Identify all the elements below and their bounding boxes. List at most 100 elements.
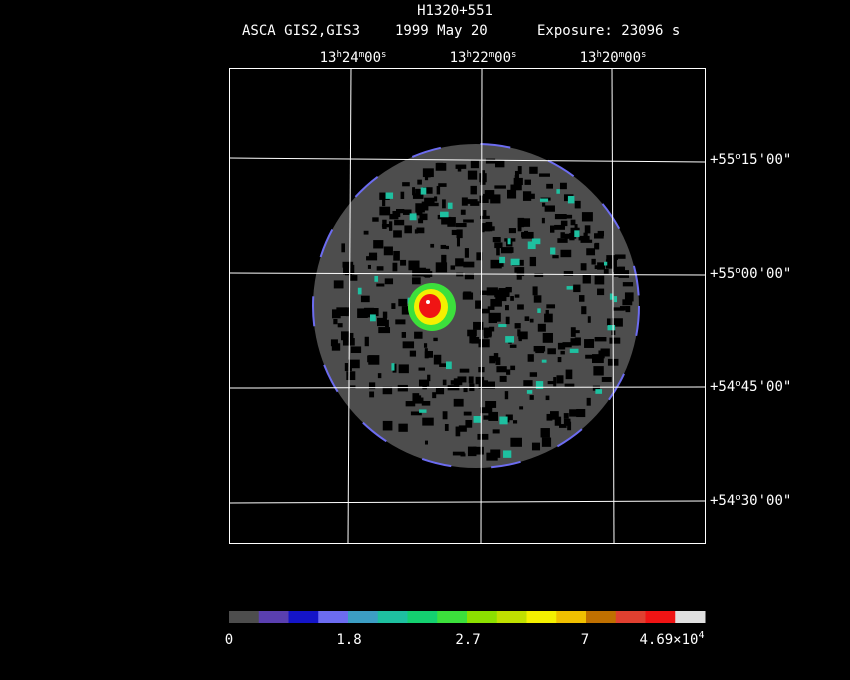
noise-blob bbox=[394, 219, 405, 226]
dec-grid-line bbox=[228, 500, 706, 504]
noise-blob bbox=[613, 307, 624, 311]
noise-blob bbox=[423, 187, 433, 194]
noise-blob bbox=[517, 166, 522, 175]
frame bbox=[229, 68, 706, 544]
noise-blob bbox=[570, 338, 579, 346]
noise-blob bbox=[542, 332, 553, 343]
noise-blob bbox=[493, 353, 499, 362]
noise-blob bbox=[500, 247, 513, 254]
noise-blob bbox=[510, 296, 514, 301]
noise-blob bbox=[330, 339, 338, 347]
noise-blob bbox=[480, 407, 493, 414]
superscript: s bbox=[381, 50, 386, 60]
noise-blob bbox=[368, 382, 376, 390]
noise-blob bbox=[485, 158, 496, 164]
noise-blob bbox=[496, 366, 507, 373]
noise-blob bbox=[601, 377, 612, 382]
noise-blob bbox=[541, 359, 547, 363]
label-part: ' bbox=[758, 266, 766, 282]
noise-blob bbox=[603, 269, 609, 274]
noise-blob bbox=[414, 267, 426, 277]
noise-blob bbox=[565, 369, 573, 380]
noise-blob bbox=[570, 219, 576, 226]
noise-blob bbox=[556, 189, 560, 194]
noise-blob bbox=[524, 230, 529, 236]
label-part: 13 bbox=[450, 50, 467, 66]
dec-grid-line bbox=[228, 386, 706, 389]
noise-blob bbox=[494, 185, 506, 189]
noise-blob bbox=[581, 306, 587, 315]
noise-blob bbox=[541, 437, 552, 447]
noise-blob bbox=[506, 189, 517, 199]
label-part: 00 bbox=[364, 50, 381, 66]
noise-blob bbox=[594, 233, 604, 239]
colorbar-swatch bbox=[586, 611, 617, 623]
noise-blob bbox=[377, 317, 387, 327]
noise-blob bbox=[518, 334, 522, 342]
noise-blob bbox=[416, 227, 425, 234]
noise-blob bbox=[464, 273, 474, 280]
colorbar-label: 4.69×104 bbox=[639, 630, 704, 648]
noise-blob bbox=[605, 259, 617, 269]
label-part: 00 bbox=[624, 50, 641, 66]
noise-blob bbox=[463, 291, 472, 297]
noise-blob bbox=[468, 376, 474, 384]
colorbar-label: 2.7 bbox=[455, 632, 480, 648]
noise-blob bbox=[552, 255, 559, 259]
colorbar-swatch bbox=[556, 611, 587, 623]
noise-blob bbox=[393, 250, 400, 261]
noise-blob bbox=[597, 262, 606, 270]
noise-blob bbox=[554, 214, 567, 220]
noise-blob bbox=[450, 380, 457, 385]
noise-blob bbox=[510, 184, 522, 191]
noise-blob bbox=[505, 336, 515, 343]
noise-blob bbox=[350, 385, 356, 389]
noise-blob bbox=[480, 215, 490, 219]
label-part: " bbox=[783, 379, 791, 395]
coordinate-grid bbox=[228, 67, 706, 544]
noise-blob bbox=[495, 160, 505, 168]
label-part: 13 bbox=[320, 50, 337, 66]
noise-blob bbox=[384, 278, 394, 285]
noise-blob bbox=[401, 306, 412, 315]
noise-blob bbox=[521, 231, 534, 239]
noise-blob bbox=[461, 197, 468, 206]
noise-blob bbox=[557, 238, 568, 243]
noise-blob bbox=[544, 313, 553, 323]
noise-blob bbox=[346, 371, 356, 381]
noise-blob bbox=[537, 323, 546, 332]
noise-blob bbox=[483, 193, 487, 201]
noise-blob bbox=[367, 264, 371, 269]
noise-blob bbox=[414, 331, 423, 339]
noise-blob bbox=[546, 304, 556, 309]
noise-blob bbox=[382, 196, 386, 207]
noise-blob bbox=[582, 275, 591, 284]
noise-blob bbox=[441, 254, 447, 263]
noise-blob bbox=[546, 413, 553, 421]
noise-blob bbox=[576, 408, 586, 418]
noise-blob bbox=[400, 259, 407, 266]
noise-blob bbox=[533, 345, 546, 352]
noise-blob bbox=[503, 450, 512, 458]
noise-blob bbox=[545, 395, 550, 401]
noise-blob bbox=[584, 339, 595, 348]
noise-blob bbox=[427, 374, 431, 382]
noise-blob bbox=[373, 240, 384, 249]
noise-blob bbox=[523, 380, 533, 387]
dec-label: +55o15'00" bbox=[710, 152, 791, 168]
noise-blob bbox=[457, 166, 462, 172]
noise-blob bbox=[447, 202, 453, 209]
noise-blob bbox=[421, 201, 429, 211]
noise-blob bbox=[585, 354, 593, 359]
noise-blob bbox=[464, 248, 469, 258]
noise-blob bbox=[591, 258, 596, 265]
noise-blob bbox=[410, 411, 422, 416]
superscript: m bbox=[359, 50, 364, 60]
noise-blob bbox=[489, 312, 501, 322]
noise-blob bbox=[445, 245, 449, 250]
noise-blob bbox=[341, 331, 350, 341]
noise-blob bbox=[510, 365, 516, 371]
colorbar-swatch bbox=[407, 611, 438, 623]
noise-blob bbox=[420, 187, 427, 195]
